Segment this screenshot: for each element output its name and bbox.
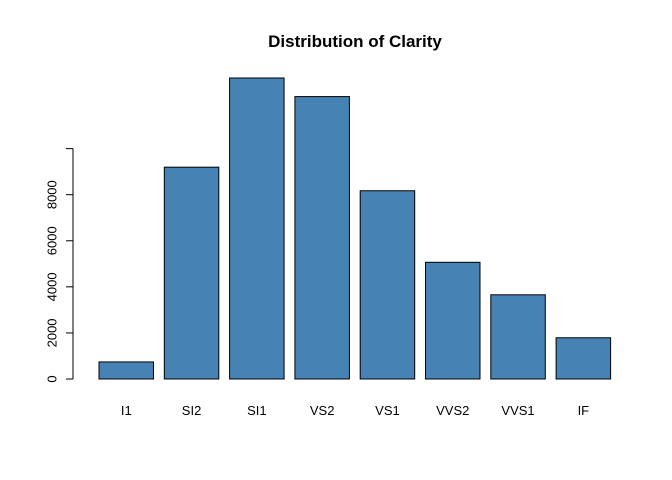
bar-i1 <box>98 361 154 380</box>
x-tick-label: SI2 <box>182 403 202 418</box>
x-tick-label: VS1 <box>375 403 400 418</box>
x-axis-labels: I1 SI2 SI1 VS2 VS1 VVS2 VVS1 IF <box>121 403 589 418</box>
bar-si2 <box>163 166 220 380</box>
y-tick-label: 0 <box>44 375 59 382</box>
y-tick-label: 6000 <box>44 226 59 255</box>
y-tick-label: 4000 <box>44 272 59 301</box>
y-tick-label: 8000 <box>44 180 59 209</box>
bar-vvs1 <box>490 294 546 380</box>
bar-if <box>555 337 612 380</box>
x-tick-label: VS2 <box>310 403 335 418</box>
y-axis: 0 2000 4000 6000 8000 <box>44 148 74 383</box>
x-tick-label: SI1 <box>247 403 267 418</box>
y-tick-label: 2000 <box>44 318 59 347</box>
bar-vs2 <box>294 96 350 380</box>
bar-vs1 <box>359 190 416 380</box>
chart-title: Distribution of Clarity <box>268 32 442 51</box>
x-tick-label: IF <box>578 403 590 418</box>
x-tick-label: VVS1 <box>501 403 534 418</box>
x-tick-label: I1 <box>121 403 132 418</box>
bar-si1 <box>229 77 285 380</box>
bars <box>98 77 612 380</box>
x-tick-label: VVS2 <box>436 403 469 418</box>
bar-vvs2 <box>425 261 481 380</box>
